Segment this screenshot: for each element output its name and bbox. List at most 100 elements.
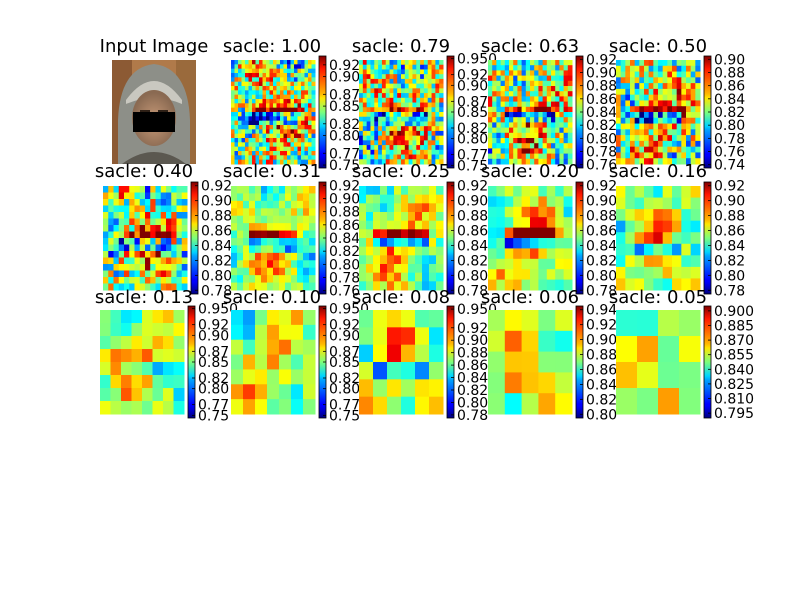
- heatmap-cell: [695, 112, 701, 119]
- heatmap-cell: [291, 282, 298, 291]
- heatmap-cell: [690, 77, 696, 84]
- heatmap-cell: [393, 78, 398, 85]
- heatmap-cell: [303, 324, 316, 341]
- heatmap-cell: [139, 264, 146, 271]
- heatmap-cell: [245, 107, 249, 113]
- heatmap-cell: [389, 74, 394, 80]
- heatmap-cell: [150, 270, 156, 278]
- heatmap-cell: [366, 212, 374, 222]
- heatmap-cell: [261, 230, 268, 239]
- heatmap-cell: [311, 120, 316, 126]
- heatmap-cell: [500, 101, 506, 108]
- heatmap-cell: [662, 94, 668, 101]
- heatmap-cell: [563, 86, 569, 92]
- heatmap-cell: [238, 90, 242, 96]
- heatmap-cell: [362, 112, 368, 118]
- heatmap-cell: [237, 200, 244, 209]
- heatmap-cell: [259, 94, 263, 100]
- heatmap-cell: [255, 208, 262, 217]
- heatmap-cell: [303, 238, 310, 246]
- heatmap-cell: [504, 86, 510, 92]
- heatmap-cell: [283, 64, 288, 70]
- heatmap-cell: [297, 159, 302, 165]
- heatmap-cell: [662, 88, 668, 96]
- heatmap-cell: [241, 94, 246, 100]
- heatmap-cell: [234, 94, 239, 100]
- heatmap-cell: [241, 99, 246, 104]
- heatmap-cell: [397, 145, 402, 151]
- heatmap-cell: [359, 255, 367, 265]
- heatmap-cell: [534, 122, 539, 129]
- heatmap-cell: [389, 78, 394, 85]
- heatmap-cell: [431, 107, 436, 113]
- heatmap-cell: [630, 65, 636, 73]
- heatmap-cell: [416, 154, 421, 160]
- heatmap-cell: [171, 251, 177, 258]
- heatmap-cell: [690, 232, 701, 245]
- heatmap-cell: [380, 264, 388, 274]
- heatmap-cell: [488, 153, 493, 160]
- heatmap-cell: [308, 133, 312, 139]
- heatmap-cell: [551, 158, 556, 165]
- heatmap-cell: [538, 248, 548, 260]
- heatmap-cell: [113, 238, 120, 245]
- heatmap-cell: [517, 158, 523, 165]
- heatmap-cell: [160, 192, 167, 200]
- heatmap-cell: [488, 269, 497, 281]
- heatmap-cell: [301, 133, 305, 139]
- heatmap-cell: [504, 132, 510, 139]
- heatmap-cell: [513, 122, 518, 129]
- heatmap-cell: [546, 248, 556, 260]
- heatmap-cell: [276, 129, 281, 135]
- heatmap-cell: [408, 186, 416, 196]
- heatmap-cell: [129, 192, 135, 200]
- heatmap-cell: [653, 209, 664, 222]
- heatmap-cell: [496, 80, 502, 87]
- heatmap-cell: [630, 152, 636, 159]
- heatmap-cell: [118, 231, 125, 239]
- heatmap-cell: [662, 100, 668, 107]
- heatmap-cell: [370, 159, 375, 165]
- heatmap-cell: [359, 78, 364, 85]
- heatmap-cell: [269, 159, 274, 165]
- heatmap-cell: [416, 159, 421, 165]
- heatmap-cell: [262, 77, 267, 83]
- heatmap-cell: [171, 270, 177, 278]
- colorbar-tick-label: 0.85: [329, 355, 360, 371]
- heatmap-cell: [521, 227, 531, 239]
- heatmap-cell: [238, 60, 242, 65]
- heatmap-cell: [309, 230, 316, 239]
- heatmap-cell: [690, 106, 696, 113]
- heatmap-cell: [103, 238, 109, 245]
- heatmap-cell: [163, 323, 174, 337]
- heatmap-cell: [492, 96, 497, 103]
- heatmap-cell: [294, 68, 298, 74]
- heatmap-cell: [231, 116, 235, 122]
- heatmap-cell: [118, 264, 125, 271]
- heatmap-cell: [534, 106, 539, 113]
- heatmap-cell: [276, 151, 281, 156]
- heatmap-cell: [238, 107, 242, 113]
- heatmap-cell: [176, 270, 183, 278]
- heatmap-cell: [248, 151, 253, 156]
- heatmap-cell: [393, 60, 398, 66]
- heatmap-cell: [530, 238, 539, 249]
- heatmap-cell: [374, 102, 379, 108]
- heatmap-cell: [686, 135, 692, 142]
- heatmap-cell: [630, 77, 636, 84]
- heatmap-cell: [563, 75, 569, 82]
- heatmap-cell: [555, 258, 565, 270]
- heatmap-cell: [248, 94, 253, 100]
- heatmap-cell: [181, 270, 188, 278]
- heatmap-cell: [110, 336, 122, 350]
- heatmap-cell: [171, 231, 177, 239]
- heatmap-cell: [304, 60, 309, 65]
- heatmap-cell: [681, 106, 687, 113]
- heatmap-cell: [389, 126, 394, 132]
- heatmap-cell: [429, 255, 437, 265]
- heatmap-cell: [439, 78, 444, 85]
- heatmap-cell: [280, 142, 284, 148]
- heatmap-cell: [653, 106, 659, 113]
- heatmap-cell: [370, 69, 375, 75]
- heatmap-cell: [504, 238, 514, 249]
